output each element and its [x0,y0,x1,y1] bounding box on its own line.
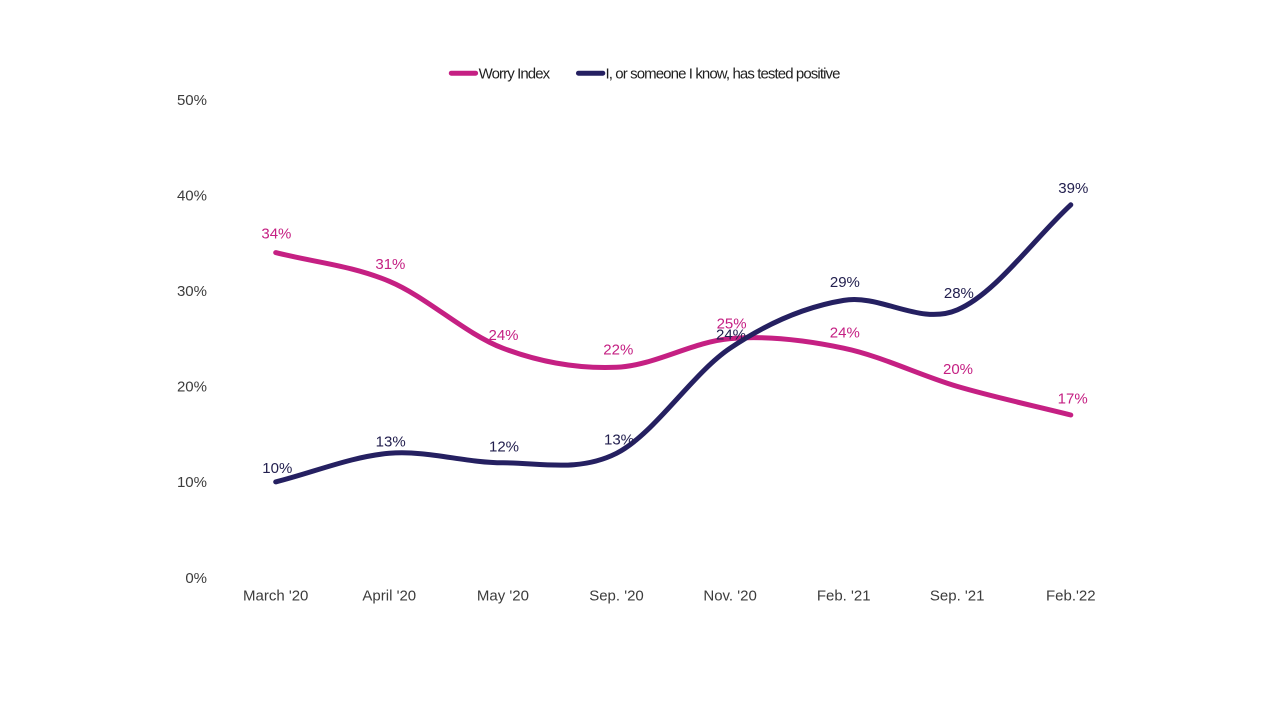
svg-text:28%: 28% [944,285,974,302]
svg-text:Sep. '21: Sep. '21 [930,588,985,605]
svg-text:10%: 10% [177,474,207,491]
svg-text:Feb.'22: Feb.'22 [1046,588,1096,605]
svg-text:29%: 29% [830,274,860,291]
svg-text:I, or someone I know, has test: I, or someone I know, has tested positiv… [606,66,841,83]
svg-text:13%: 13% [376,433,406,450]
svg-text:39%: 39% [1058,180,1088,197]
svg-text:Nov. '20: Nov. '20 [703,588,756,605]
svg-text:50%: 50% [177,92,207,109]
svg-text:May '20: May '20 [477,588,529,605]
svg-text:20%: 20% [943,361,973,378]
svg-text:24%: 24% [830,325,860,342]
svg-text:25%: 25% [717,315,747,332]
svg-text:20%: 20% [177,379,207,396]
svg-text:March '20: March '20 [243,588,308,605]
svg-text:24%: 24% [488,327,518,344]
svg-text:13%: 13% [604,431,634,448]
svg-text:31%: 31% [375,256,405,273]
svg-text:April '20: April '20 [362,588,416,605]
svg-text:40%: 40% [177,188,207,205]
svg-text:24%: 24% [716,327,746,344]
svg-text:17%: 17% [1058,390,1088,407]
svg-text:34%: 34% [261,225,291,242]
svg-text:22%: 22% [603,342,633,359]
svg-text:12%: 12% [489,438,519,455]
svg-text:Worry Index: Worry Index [479,66,551,83]
svg-text:Feb. '21: Feb. '21 [817,588,871,605]
svg-text:30%: 30% [177,283,207,300]
svg-text:10%: 10% [262,460,292,477]
svg-text:Sep. '20: Sep. '20 [589,588,644,605]
svg-text:0%: 0% [185,570,207,587]
